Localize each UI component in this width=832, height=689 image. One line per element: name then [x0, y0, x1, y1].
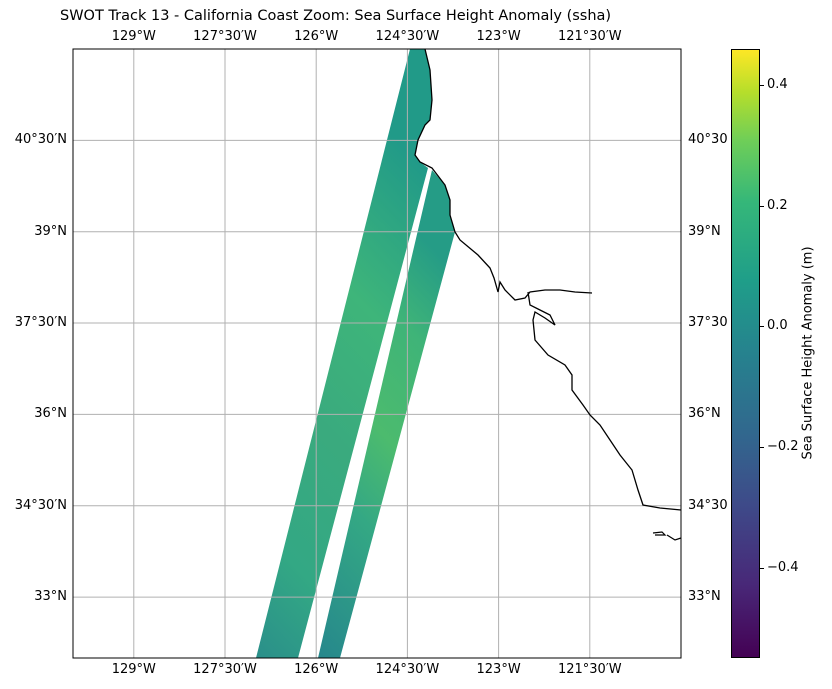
lat-tick-label-right: 34°30: [688, 497, 728, 513]
colorbar-tick-label: 0.0: [767, 318, 788, 334]
colorbar-tick: [760, 567, 764, 569]
lat-tick-label-right: 36°N: [688, 406, 721, 422]
colorbar-tick-label: −0.2: [767, 438, 799, 454]
lon-tick-label-top: 124°30′W: [375, 29, 440, 44]
lon-tick-label-bottom: 121°30′W: [557, 662, 622, 677]
colorbar-tick-label: −0.4: [767, 559, 799, 575]
lat-tick-label-left: 34°30′N: [14, 497, 67, 513]
lon-tick-label-top: 126°W: [294, 29, 339, 44]
lon-tick-label-bottom: 127°30′W: [193, 662, 257, 677]
lat-tick-label-right: 33°N: [688, 589, 721, 605]
lat-tick-label-right: 39°N: [688, 223, 721, 239]
lat-tick-label-left: 37°30′N: [14, 315, 67, 331]
island: [652, 531, 667, 536]
lat-tick-label-right: 40°30: [688, 132, 728, 148]
colorbar-tick: [760, 326, 764, 328]
plot-frame: [72, 48, 682, 659]
colorbar-label: Sea Surface Height Anomaly (m): [800, 246, 816, 460]
lon-tick-label-top: 121°30′W: [557, 29, 622, 44]
lon-tick-label-top: 123°W: [476, 29, 521, 44]
lat-tick-label-left: 40°30′N: [14, 132, 67, 148]
lon-tick-label-bottom: 126°W: [294, 662, 339, 677]
lon-tick-label-bottom: 124°30′W: [375, 662, 440, 677]
lat-tick-label-right: 37°30: [688, 315, 728, 331]
island: [666, 534, 682, 541]
coastline-bay: [527, 291, 682, 511]
colorbar-tick-label: 0.2: [767, 197, 788, 213]
lat-tick-label-left: 39°N: [34, 223, 67, 239]
lat-tick-label-left: 36°N: [34, 406, 67, 422]
colorbar: [731, 49, 760, 658]
lon-tick-label-top: 129°W: [111, 29, 156, 44]
lon-tick-label-top: 127°30′W: [193, 29, 257, 44]
chart-title: SWOT Track 13 - California Coast Zoom: S…: [60, 8, 612, 24]
colorbar-tick: [760, 205, 764, 207]
lon-tick-label-bottom: 123°W: [476, 662, 521, 677]
lon-tick-label-bottom: 129°W: [111, 662, 156, 677]
colorbar-tick: [760, 85, 764, 87]
lat-tick-label-left: 33°N: [34, 589, 67, 605]
gridlines: [73, 49, 681, 658]
colorbar-tick: [760, 446, 764, 448]
colorbar-tick-label: 0.4: [767, 77, 788, 93]
